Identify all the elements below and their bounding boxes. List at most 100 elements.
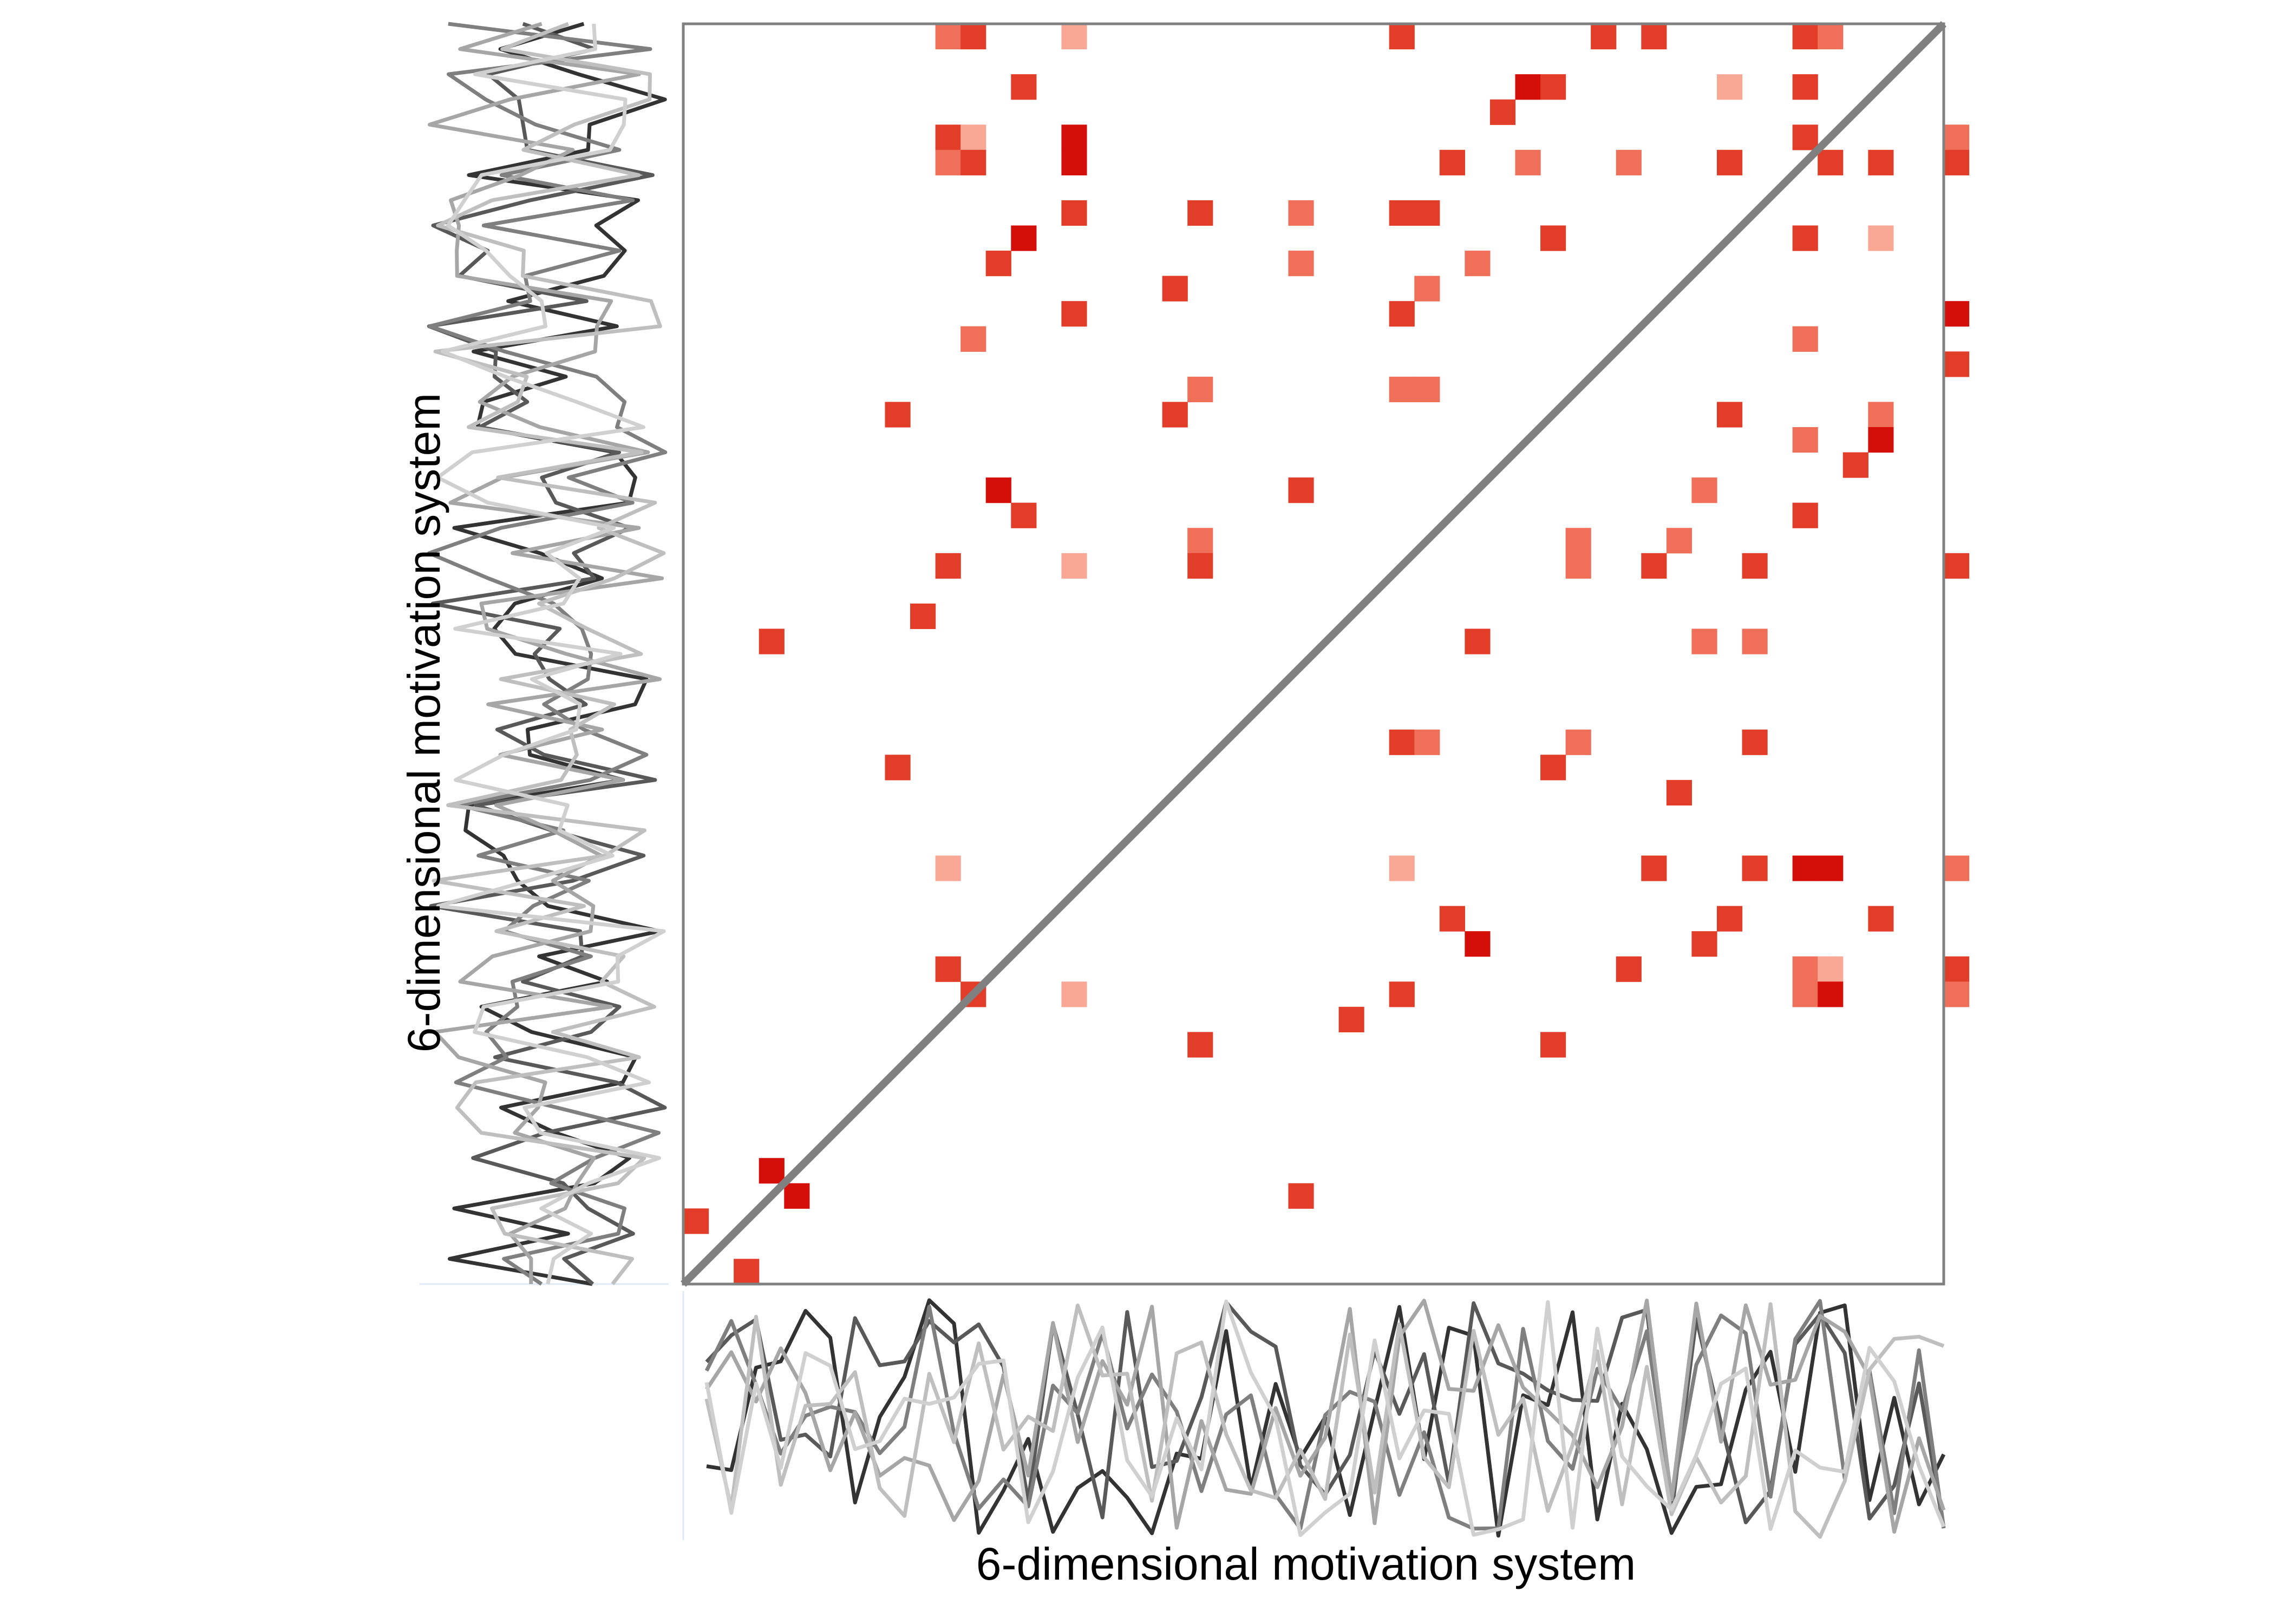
heatmap-cell-71 [1641,553,1667,579]
heatmap-cell-93 [1439,906,1465,932]
heatmap-cell-5 [1641,24,1667,50]
diagonal-line [681,21,1946,1287]
heatmap-cell-34 [1011,225,1037,251]
heatmap-cell-90 [1792,855,1818,881]
heatmap-cell-54 [1716,402,1743,428]
heatmap-cell-114 [1288,1183,1314,1209]
heatmap-cell-89 [1742,855,1768,881]
heatmap-cell-38 [985,251,1011,277]
heatmap-cell-52 [885,402,911,428]
heatmap-cell-45 [1944,301,1970,327]
heatmap-cell-40 [1465,251,1491,277]
heatmap-cell-109 [1338,1006,1364,1032]
heatmap-cell-62 [1011,502,1037,528]
bottom-trace-6 [704,1299,1946,1537]
heatmap-cell-108 [1944,981,1970,1007]
heatmap-cell-64 [1187,528,1213,554]
heatmap-cell-15 [960,125,986,150]
heatmap-cell-79 [1389,729,1415,755]
heatmap-cell-81 [1565,729,1591,755]
left-trace-3 [427,22,668,1286]
heatmap-cell-11 [1716,74,1743,100]
heatmap-cell-57 [1868,427,1894,453]
bottom-trace-3 [704,1299,1946,1531]
heatmap-cell-87 [1389,855,1415,881]
heatmap-cell-6 [1792,24,1818,50]
heatmap-cell-19 [935,149,961,175]
heatmap-cell-66 [1666,528,1692,554]
heatmap-cell-80 [1414,729,1440,755]
heatmap-cell-113 [784,1183,810,1209]
heatmap-cell-76 [1465,628,1491,654]
heatmap-cell-22 [1439,149,1465,175]
heatmap-cell-28 [1944,149,1970,175]
heatmap-cell-105 [1389,981,1415,1007]
heatmap-cell-69 [1187,553,1213,579]
heatmap-cell-31 [1288,200,1314,226]
heatmap-cell-37 [1868,225,1894,251]
heatmap-cell-14 [935,125,961,150]
heatmap-cell-91 [1818,855,1844,881]
heatmap-cell-86 [935,855,961,881]
heatmap-cell-30 [1187,200,1213,226]
heatmap-cell-16 [1061,125,1087,150]
heatmap-cell-36 [1792,225,1818,251]
heatmap-cell-26 [1818,149,1844,175]
heatmap-cell-99 [1616,956,1642,982]
heatmap-cell-33 [1414,200,1440,226]
heatmap-cell-27 [1868,149,1894,175]
bottom-trace-panel [682,1291,1946,1540]
heatmap-cell-24 [1616,149,1642,175]
heatmap-cell-95 [1868,906,1894,932]
heatmap-cell-4 [1591,24,1617,50]
heatmap-cell-47 [1792,326,1818,352]
bottom-trace-5 [704,1302,1945,1539]
left-trace-6 [435,23,666,1285]
heatmap-cell-3 [1389,24,1415,50]
heatmap-cell-25 [1716,149,1743,175]
heatmap-cell-9 [1515,74,1541,100]
heatmap-cell-94 [1716,906,1743,932]
plot-frame [682,22,1945,1286]
heatmap-cell-46 [960,326,986,352]
heatmap-cell-78 [1742,628,1768,654]
heatmap-cell-115 [683,1208,709,1234]
heatmap-cell-50 [1389,376,1415,402]
heatmap-cell-104 [1061,981,1087,1007]
heatmap-cell-55 [1868,402,1894,428]
heatmap-cell-102 [1944,956,1970,982]
heatmap-cell-49 [1187,376,1213,402]
heatmap-cell-67 [935,553,961,579]
heatmap-cell-48 [1944,351,1970,377]
heatmap-cell-12 [1792,74,1818,100]
heatmap-cell-21 [1061,149,1087,175]
heatmap-cell-41 [1162,276,1188,302]
heatmap-cell-85 [1666,780,1692,806]
heatmap-cell-82 [1742,729,1768,755]
heatmap-cell-83 [885,755,911,781]
heatmap-cell-58 [1842,452,1868,478]
heatmap-cell-61 [1691,477,1717,503]
heatmap-cells [683,24,1970,1285]
heatmap-cell-2 [1061,24,1087,50]
heatmap-cell-70 [1565,553,1591,579]
heatmap-cell-51 [1414,376,1440,402]
heatmap-cell-20 [960,149,986,175]
heatmap-cell-96 [1465,931,1491,957]
heatmap-cell-0 [935,24,961,50]
left-trace-5 [432,22,666,1286]
heatmap-cell-39 [1288,251,1314,277]
heatmap-cell-110 [1187,1032,1213,1058]
y-axis-label: 6-dimensional motivation system [398,393,449,1053]
heatmap-cell-116 [734,1259,760,1285]
heatmap-cell-32 [1389,200,1415,226]
heatmap-cell-7 [1818,24,1844,50]
heatmap-cell-112 [759,1158,785,1184]
heatmap-cell-68 [1061,553,1087,579]
heatmap-cell-42 [1414,276,1440,302]
heatmap-cell-65 [1565,528,1591,554]
heatmap-cell-74 [910,603,936,630]
heatmap-cell-101 [1818,956,1844,982]
heatmap-cell-1 [960,24,986,50]
